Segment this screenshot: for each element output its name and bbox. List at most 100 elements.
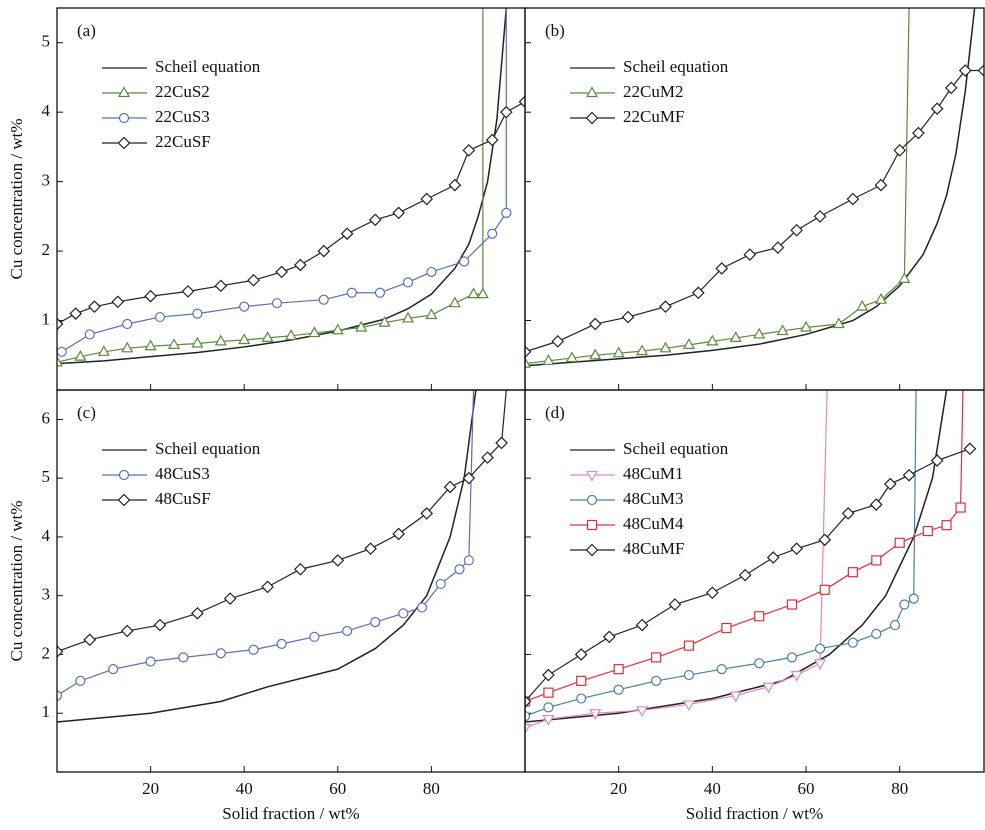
marker <box>813 210 827 223</box>
marker <box>84 329 95 340</box>
y-tick-label: 4 <box>42 101 51 120</box>
legend-label: Scheil equation <box>623 439 729 458</box>
marker <box>499 105 513 119</box>
series-line <box>57 101 525 325</box>
marker <box>426 266 437 278</box>
marker <box>922 525 933 537</box>
marker <box>588 317 602 331</box>
marker <box>706 334 719 346</box>
marker <box>621 310 635 324</box>
marker <box>635 618 649 632</box>
plot-area <box>57 390 508 723</box>
marker <box>284 329 298 340</box>
y-tick-label: 4 <box>42 526 51 545</box>
marker <box>651 652 662 663</box>
marker <box>117 136 131 150</box>
marker <box>398 608 409 619</box>
marker <box>57 690 63 701</box>
marker <box>370 617 381 628</box>
marker <box>153 618 167 632</box>
marker <box>248 644 259 655</box>
marker <box>340 227 354 241</box>
marker <box>518 95 525 109</box>
marker <box>402 277 414 288</box>
marker <box>899 599 910 610</box>
legend-label: 48CuMF <box>623 539 684 558</box>
marker <box>425 308 438 320</box>
legend-label: 22CuM2 <box>623 82 683 101</box>
marker <box>181 285 195 298</box>
x-axis-label: Solid fraction / wt% <box>686 804 823 823</box>
marker <box>374 287 386 298</box>
legend-label: Scheil equation <box>623 57 729 76</box>
marker <box>214 334 227 346</box>
marker <box>462 144 476 157</box>
marker <box>154 311 166 323</box>
marker <box>771 241 785 254</box>
marker <box>871 628 882 639</box>
legend-label: 48CuSF <box>155 489 211 508</box>
marker <box>331 554 345 567</box>
marker <box>271 298 283 309</box>
marker <box>613 664 624 675</box>
marker <box>309 631 320 642</box>
marker <box>261 331 274 343</box>
y-tick-label: 2 <box>42 240 51 259</box>
marker <box>565 351 578 363</box>
x-tick-label: 40 <box>704 779 721 798</box>
marker <box>955 502 966 513</box>
panel-label: (a) <box>77 21 96 40</box>
marker <box>602 630 616 644</box>
series-line <box>525 390 917 717</box>
marker <box>883 477 897 491</box>
series-line <box>57 390 477 723</box>
series-line <box>57 8 484 363</box>
marker <box>145 656 156 667</box>
marker <box>462 471 476 485</box>
y-tick-label: 2 <box>42 643 51 662</box>
marker <box>893 144 907 157</box>
marker <box>487 228 498 239</box>
marker <box>715 262 729 275</box>
marker <box>847 567 858 578</box>
marker <box>889 619 901 631</box>
marker <box>378 315 391 327</box>
marker <box>691 286 705 300</box>
marker <box>705 586 719 600</box>
marker <box>574 648 588 661</box>
marker <box>342 625 353 637</box>
marker <box>542 668 555 682</box>
marker <box>97 345 110 356</box>
marker <box>57 346 67 357</box>
marker <box>762 682 775 694</box>
marker <box>551 335 565 348</box>
y-tick-label: 6 <box>42 408 51 427</box>
marker <box>239 301 250 312</box>
series-line <box>525 8 976 367</box>
marker <box>416 602 428 613</box>
marker <box>215 648 226 659</box>
marker <box>800 320 813 332</box>
marker <box>613 684 624 695</box>
marker <box>721 622 732 634</box>
marker <box>69 307 83 320</box>
marker <box>766 551 780 564</box>
marker <box>214 279 228 293</box>
marker <box>682 338 695 349</box>
marker <box>75 675 86 687</box>
plot-area <box>525 390 977 735</box>
marker <box>317 244 331 258</box>
marker <box>743 248 757 261</box>
marker <box>223 592 237 605</box>
marker <box>108 664 119 675</box>
marker <box>459 256 470 267</box>
marker <box>346 287 357 298</box>
series-line <box>57 390 475 697</box>
marker <box>368 213 382 227</box>
marker <box>192 308 203 319</box>
marker <box>525 356 532 368</box>
marker <box>682 700 695 712</box>
marker <box>832 317 845 329</box>
marker <box>122 318 133 330</box>
